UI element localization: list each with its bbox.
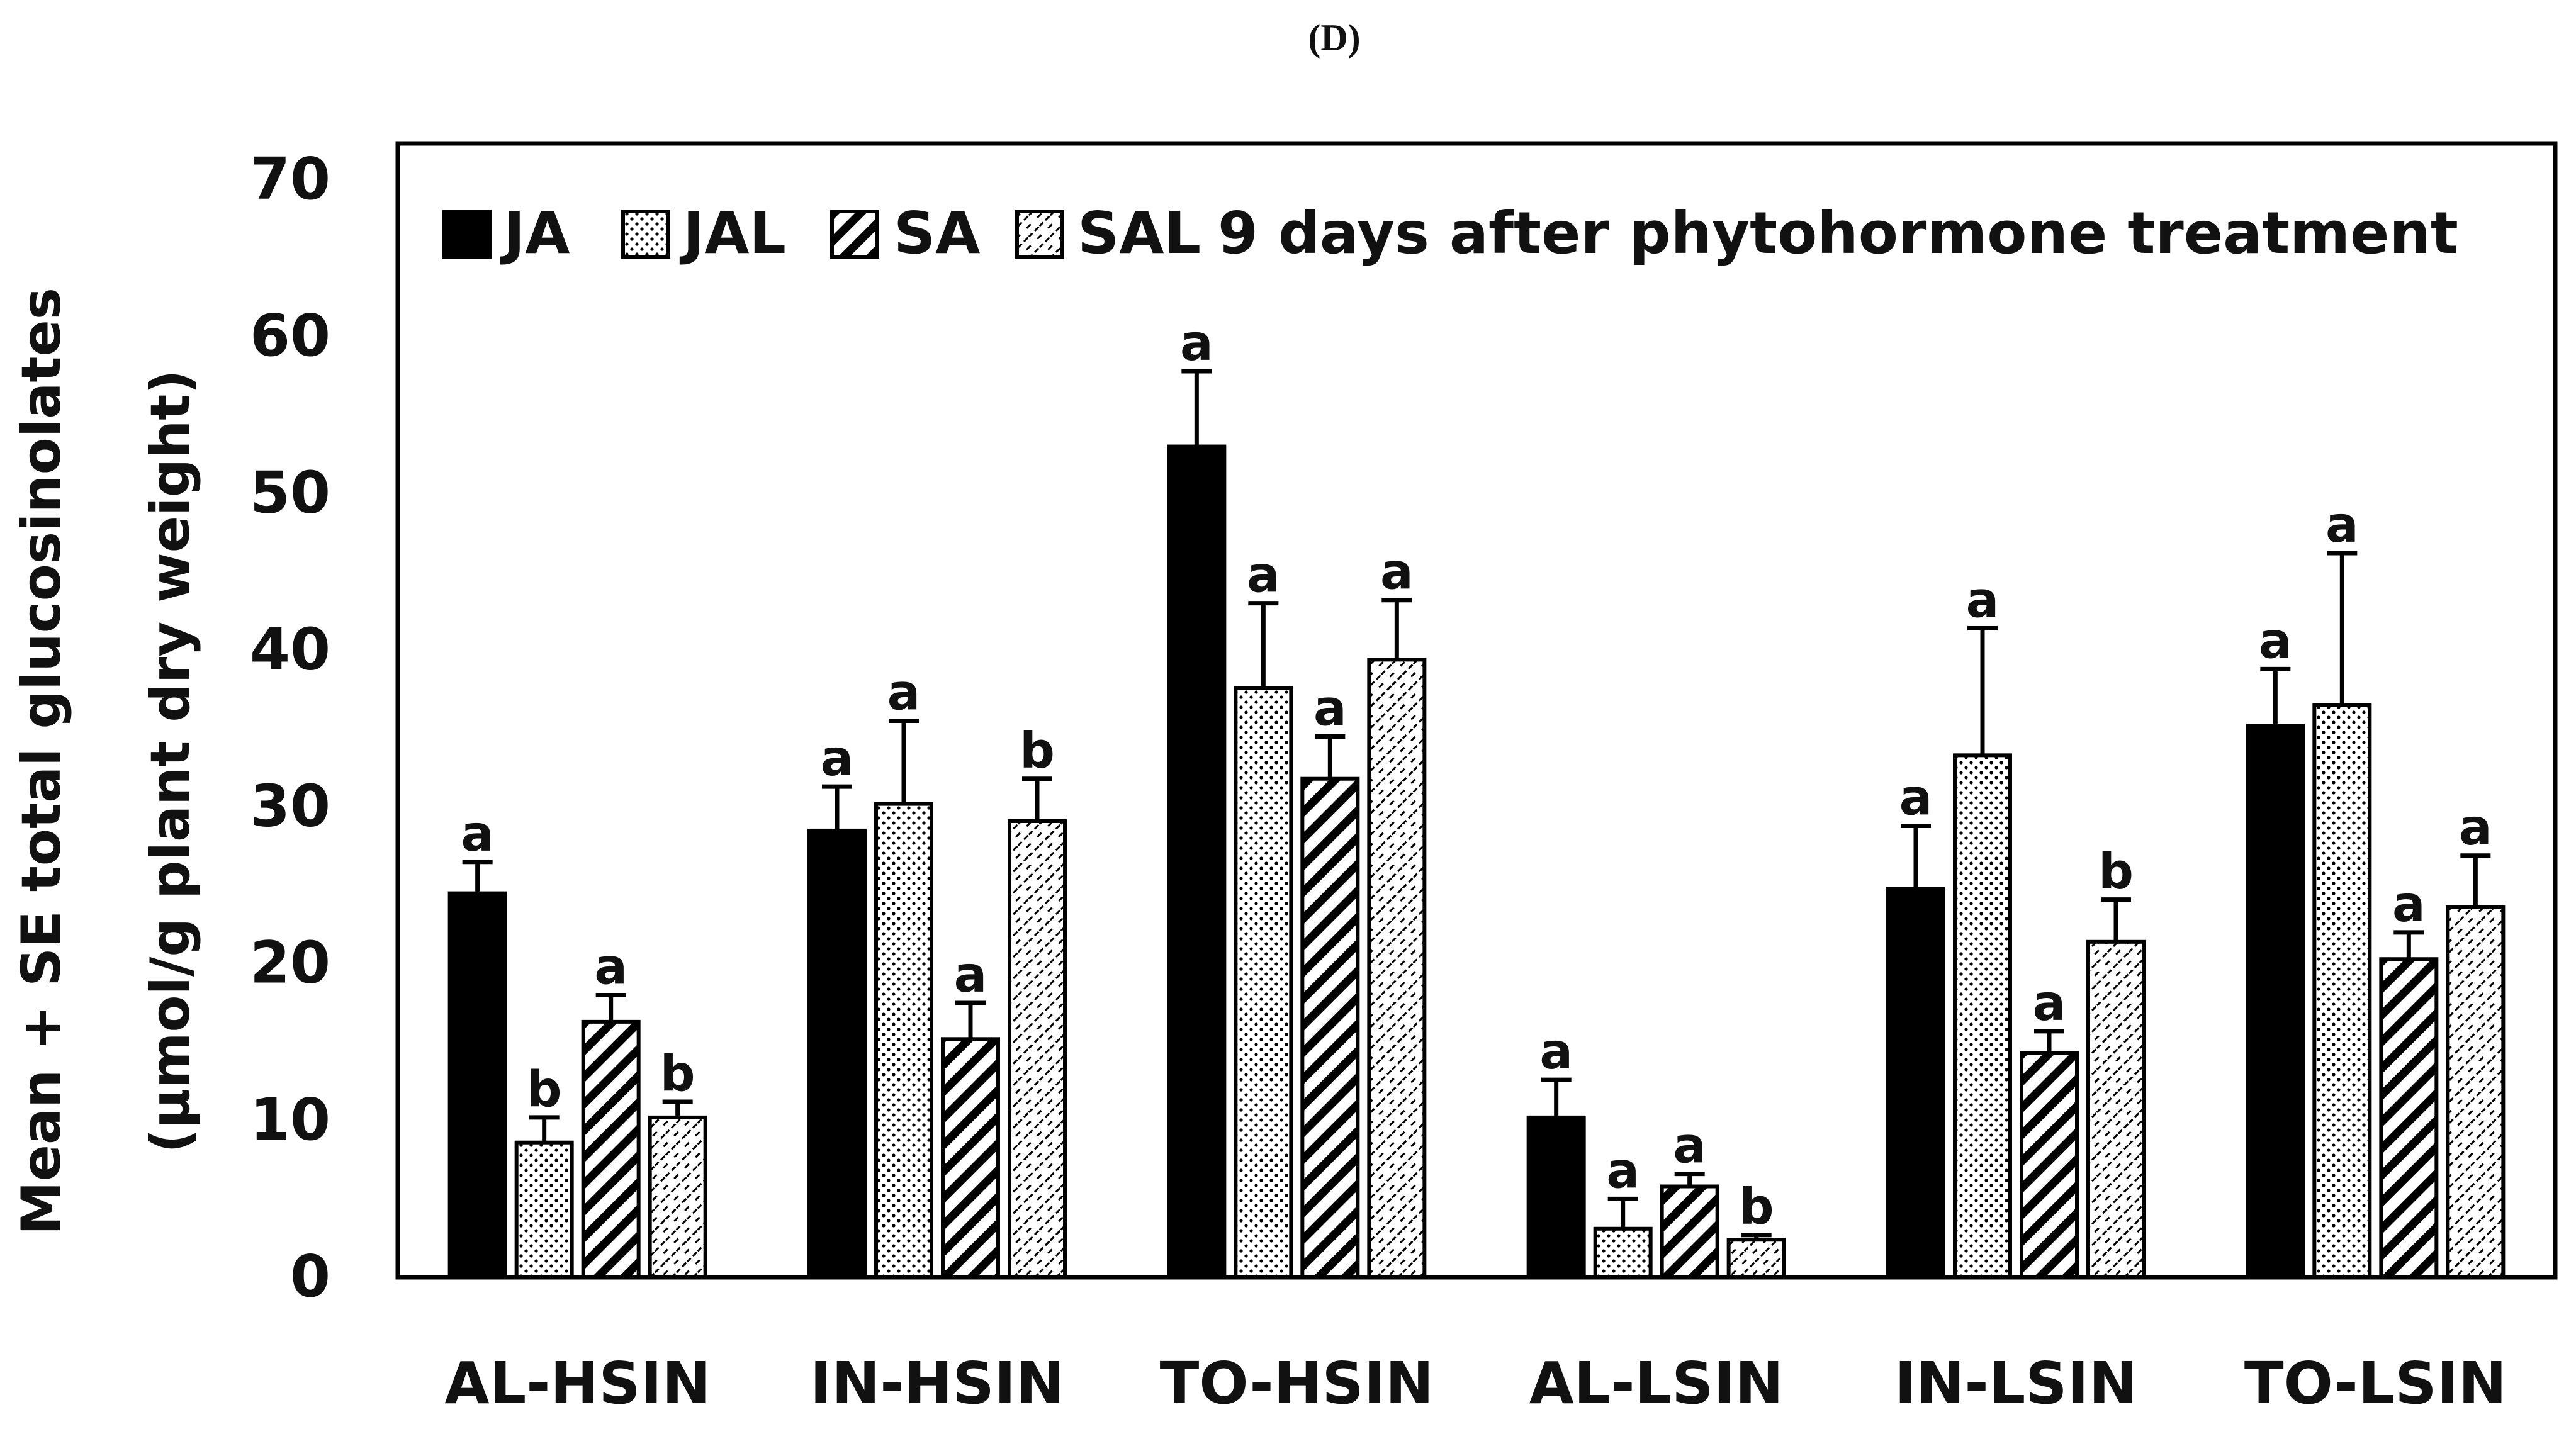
bar-ja <box>807 828 867 1279</box>
significance-letter: a <box>1380 544 1414 601</box>
significance-letter: a <box>2326 497 2359 554</box>
x-tick-label: IN-HSIN <box>810 1350 1064 1417</box>
bar-sa <box>941 1037 1000 1279</box>
y-tick-label: 70 <box>250 145 330 213</box>
legend-suffix: 9 days after phytohormone treatment <box>1218 199 2458 267</box>
bar-sal <box>1367 658 1427 1280</box>
bar-ja <box>2246 724 2305 1279</box>
y-axis-label-line2: (µmol/g plant dry weight) <box>139 369 202 1153</box>
y-axis-label: Mean + SE total glucosinolates (µmol/g p… <box>10 288 202 1235</box>
x-tick-label: IN-LSIN <box>1894 1350 2137 1417</box>
y-axis-label-line1: Mean + SE total glucosinolates <box>10 288 73 1235</box>
significance-letter: a <box>1180 315 1213 372</box>
significance-letter: a <box>2459 800 2492 856</box>
significance-letter: b <box>1739 1179 1774 1236</box>
bar-sa <box>581 1019 641 1279</box>
significance-letter: a <box>1673 1118 1706 1175</box>
bar-sal <box>1008 819 1067 1279</box>
significance-letter: b <box>660 1046 695 1102</box>
bar-jal <box>2312 703 2372 1279</box>
significance-letter: a <box>2033 975 2066 1032</box>
significance-letter: a <box>887 665 921 722</box>
significance-letter: a <box>954 947 987 1004</box>
bar-jal <box>1593 1226 1653 1280</box>
bar-sal <box>2086 939 2146 1279</box>
panel-label: (D) <box>1308 17 1360 59</box>
legend-label-jal: JAL <box>679 199 786 267</box>
y-tick-label: 10 <box>250 1086 330 1153</box>
bar-ja <box>447 891 507 1279</box>
y-tick-label: 40 <box>250 615 330 683</box>
y-tick-label: 20 <box>250 929 330 997</box>
bar-sa <box>2020 1051 2079 1279</box>
legend: JA JAL SA SAL 9 days after phytohormone trea… <box>442 199 2458 267</box>
bar-sa <box>1660 1184 1719 1280</box>
bar-jal <box>1234 686 1293 1280</box>
bar-sa <box>1300 776 1360 1279</box>
significance-letter: b <box>527 1061 562 1118</box>
significance-letter: a <box>2259 613 2292 669</box>
bar-ja <box>1886 887 1945 1279</box>
bar-ja <box>1526 1115 1586 1279</box>
legend-swatch-sal <box>1015 210 1064 259</box>
significance-letter: b <box>1020 723 1055 780</box>
bar-sal <box>648 1115 707 1279</box>
bar-ja <box>1167 444 1227 1279</box>
significance-letter: a <box>821 731 854 787</box>
significance-letter: a <box>1899 770 1933 826</box>
x-tick-label: AL-LSIN <box>1529 1350 1784 1417</box>
bar-jal <box>1953 753 2012 1279</box>
bar-jal <box>874 802 933 1280</box>
bar-sa <box>2379 957 2439 1279</box>
bar-sal <box>2446 905 2506 1279</box>
x-tick-label: TO-LSIN <box>2244 1350 2507 1417</box>
x-tick-label: AL-HSIN <box>444 1350 711 1417</box>
x-tick-label: TO-HSIN <box>1160 1350 1434 1417</box>
legend-swatch-jal <box>621 210 670 259</box>
legend-label-ja: JA <box>500 199 570 267</box>
y-tick-label: 60 <box>250 302 330 369</box>
significance-letter: a <box>1313 680 1347 737</box>
bars-layer <box>447 444 2506 1280</box>
x-axis-ticks: AL-HSIN IN-HSIN TO-HSIN AL-LSIN IN-LSIN TO-LS… <box>444 1350 2506 1417</box>
legend-label-sal: SAL <box>1077 199 1201 267</box>
plot-frame <box>395 141 2558 1280</box>
significance-letter: a <box>461 806 494 863</box>
y-tick-label: 0 <box>290 1243 330 1310</box>
significance-letter: a <box>1539 1024 1573 1080</box>
legend-swatch-sa <box>830 210 879 259</box>
legend-swatch-ja <box>442 210 492 259</box>
significance-letter: a <box>1247 547 1280 604</box>
significance-letter: a <box>594 939 627 996</box>
y-tick-label: 30 <box>250 773 330 840</box>
bar-sal <box>1726 1238 1786 1279</box>
legend-label-sa: SA <box>894 199 980 267</box>
bar-jal <box>514 1140 574 1280</box>
significance-letter: a <box>2392 877 2426 933</box>
y-tick-label: 50 <box>250 459 330 526</box>
significance-letter: a <box>1966 573 1999 629</box>
significance-letter: b <box>2098 844 2134 900</box>
y-axis-ticks: 0 10 20 30 40 50 60 70 <box>250 145 330 1310</box>
error-bars-layer <box>462 369 2491 1240</box>
significance-letter: a <box>1606 1143 1640 1199</box>
